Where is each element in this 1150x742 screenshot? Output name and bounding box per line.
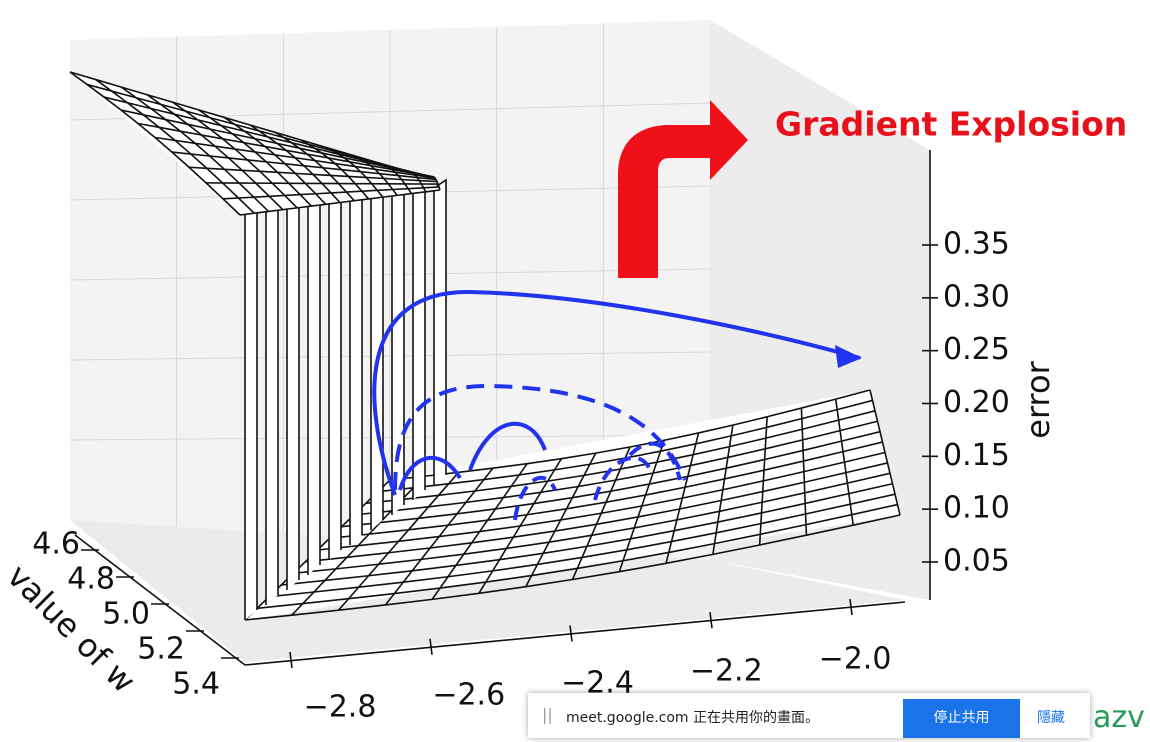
pane-grid <box>69 434 711 441</box>
cliff-line <box>307 196 321 575</box>
z-tick-label: 0.35 <box>943 227 1010 262</box>
cliff-line <box>349 190 363 545</box>
stop-button[interactable]: 停止共用 <box>903 699 1020 738</box>
z-tick-label: 0.10 <box>943 491 1010 526</box>
mesh-line <box>103 96 433 178</box>
mesh-line <box>137 122 435 178</box>
cliff-line <box>286 199 300 590</box>
z-tick-label: 0.20 <box>943 385 1010 420</box>
cliff-line <box>433 178 447 485</box>
mesh-line <box>205 182 439 185</box>
corner-text: azv <box>1093 700 1145 735</box>
mesh-line <box>239 189 441 216</box>
y-tick-label: 5.4 <box>172 667 220 702</box>
share-bar: || meet.google.com 正在共用你的畫面。 停止共用 隱藏 <box>528 693 1090 738</box>
x-tick-label: −2.8 <box>304 690 377 725</box>
y-tick-label: 5.0 <box>102 597 150 632</box>
hide-link[interactable]: 隱藏 <box>1037 710 1065 726</box>
x-tick-label: −2.6 <box>432 678 505 713</box>
x-tick <box>429 638 433 655</box>
x-tick-label: −2.0 <box>819 642 892 677</box>
mesh-line <box>384 467 494 606</box>
cliff-line <box>265 202 279 605</box>
surface-fill <box>70 72 440 215</box>
surface-mesh <box>69 71 901 621</box>
y-tick-label: 4.6 <box>32 527 80 562</box>
cliff-line <box>391 184 405 515</box>
y-tick-label: 5.2 <box>137 632 185 667</box>
axis-lines <box>74 150 931 666</box>
mesh-line <box>120 109 434 178</box>
mesh-line <box>800 408 808 536</box>
mesh-line <box>337 471 460 611</box>
z-tick-label: 0.15 <box>943 438 1010 473</box>
z-tick-label: 0.30 <box>943 279 1010 314</box>
x-tick-label: −2.2 <box>690 654 763 689</box>
cliff-line <box>412 181 426 500</box>
mesh-line <box>525 452 597 588</box>
z-tick-label: 0.25 <box>943 332 1010 367</box>
z-tick-label: 0.05 <box>943 544 1010 579</box>
surface-fill <box>245 390 900 620</box>
mesh-line <box>869 389 901 516</box>
explosion-arrow <box>618 100 748 278</box>
mesh-line <box>188 166 438 183</box>
gradient-arrows <box>372 289 862 521</box>
mesh-line <box>834 398 855 526</box>
share-message: meet.google.com 正在共用你的畫面。 <box>566 710 820 726</box>
mesh-line <box>571 446 631 580</box>
mesh-line <box>171 151 437 181</box>
mesh-line <box>712 424 734 555</box>
y-tick-label: 4.8 <box>67 562 115 597</box>
mesh-line <box>618 440 666 572</box>
mesh-line <box>222 186 440 200</box>
annotation: Gradient Explosion <box>775 105 1127 144</box>
x-tick <box>709 612 713 629</box>
drag-handle: || <box>542 705 553 724</box>
mesh-line <box>431 463 528 600</box>
mesh-line <box>758 416 768 546</box>
cliff-line <box>328 193 342 560</box>
mesh-line <box>154 136 436 179</box>
z-axis-label: error <box>1019 360 1057 438</box>
x-tick <box>569 625 573 642</box>
mesh-line <box>665 432 700 564</box>
cliff-line <box>244 205 258 620</box>
mesh-line <box>478 458 563 594</box>
x-tick <box>849 598 853 616</box>
x-tick <box>289 651 293 669</box>
